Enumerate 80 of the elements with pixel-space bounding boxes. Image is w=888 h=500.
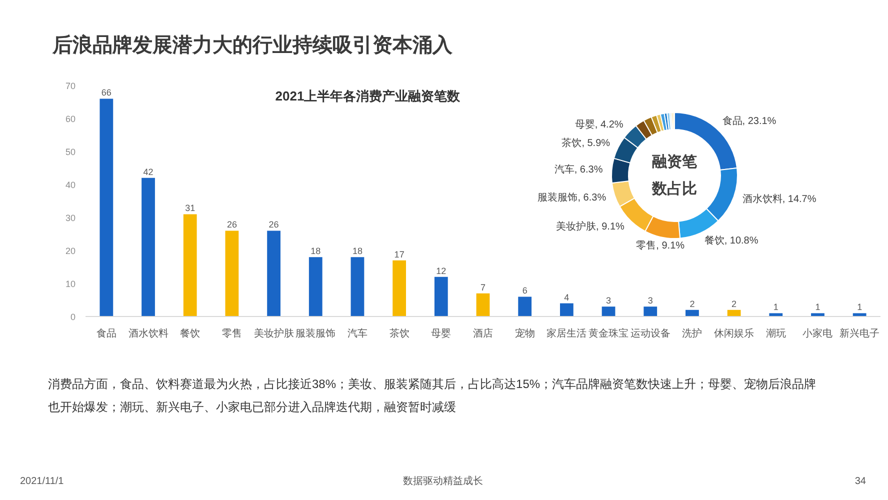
data-label: 66	[101, 88, 112, 98]
x-tick-label: 洗护	[682, 328, 702, 340]
slice-label: 食品, 23.1%	[722, 115, 776, 128]
bar	[434, 276, 448, 316]
y-tick-label: 0	[70, 312, 76, 322]
chart-subtitle: 2021上半年各消费产业融资笔数	[275, 88, 462, 104]
data-label: 31	[185, 203, 196, 214]
data-label: 42	[143, 166, 154, 177]
data-label: 1	[857, 302, 862, 312]
x-tick-label: 新兴电子	[840, 328, 880, 340]
x-tick-label: 酒水饮料	[128, 328, 168, 340]
x-tick-label: 小家电	[802, 328, 833, 340]
text: 34	[854, 475, 866, 489]
y-tick-label: 50	[65, 147, 76, 157]
y-tick-label: 40	[65, 180, 76, 190]
x-tick-label: 服装服饰	[296, 328, 336, 340]
y-tick-label: 70	[65, 81, 76, 91]
bar	[644, 306, 658, 316]
data-label: 12	[436, 266, 446, 276]
bar	[100, 98, 114, 316]
x-tick-label: 宠物	[514, 328, 535, 340]
y-tick-label: 60	[65, 114, 76, 124]
x-tick-label: 汽车	[347, 328, 368, 340]
slice-label: 餐饮, 10.8%	[704, 234, 758, 247]
y-tick-label: 20	[65, 246, 76, 256]
y-tick-label: 30	[65, 213, 76, 223]
data-label: 2	[690, 298, 695, 309]
slice-label: 茶饮, 5.9%	[562, 136, 610, 149]
x-tick-label: 运动设备	[630, 328, 670, 340]
slice-label: 汽车, 6.3%	[554, 163, 603, 176]
x-tick-label: 母婴	[431, 328, 452, 340]
x-tick-label: 美妆护肤	[254, 328, 294, 340]
bar	[560, 303, 574, 316]
x-tick-label: 零售	[222, 328, 242, 340]
y-tick-label: 10	[65, 279, 76, 289]
bar	[308, 257, 322, 316]
bar	[518, 296, 532, 316]
x-tick-label: 家居生活	[546, 328, 587, 340]
data-label: 26	[268, 220, 279, 230]
bar	[183, 214, 197, 316]
data-label: 3	[648, 296, 653, 306]
data-label: 1	[815, 302, 820, 312]
slice-label: 服装服饰, 6.3%	[538, 191, 606, 204]
bar	[769, 313, 783, 316]
data-label: 18	[310, 246, 321, 256]
bar	[686, 310, 699, 316]
x-tick-label: 酒店	[473, 328, 493, 340]
text: 数据驱动精益成长	[403, 475, 483, 489]
data-label: 17	[394, 249, 404, 260]
text: 融资笔数占比	[651, 153, 698, 198]
data-label: 6	[522, 286, 528, 296]
bar	[142, 178, 155, 316]
text: 2021/11/1	[20, 475, 64, 489]
bar	[602, 306, 616, 316]
x-tick-label: 餐饮	[180, 328, 200, 340]
data-label: 2	[732, 298, 737, 309]
bar	[350, 257, 364, 316]
data-label: 7	[480, 282, 486, 292]
data-label: 26	[226, 220, 237, 230]
chart-title: 后浪品牌发展潜力大的行业持续吸引资本涌入	[52, 34, 454, 56]
data-label: 3	[606, 296, 612, 306]
x-tick-label: 茶饮	[389, 328, 410, 340]
bar	[267, 230, 280, 316]
slice-label: 美妆护肤, 9.1%	[556, 220, 625, 233]
x-tick-label: 潮玩	[766, 328, 786, 340]
bar	[811, 313, 824, 316]
x-tick-label: 休闲娱乐	[714, 328, 754, 340]
bar	[476, 293, 490, 316]
x-tick-label: 黄金珠宝	[588, 328, 629, 340]
slice-label: 零售, 9.1%	[636, 240, 685, 252]
data-label: 1	[773, 302, 778, 312]
slice-label: 母婴, 4.2%	[574, 118, 624, 130]
x-tick-label: 食品	[96, 328, 116, 340]
data-label: 18	[352, 246, 362, 256]
slice-label: 酒水饮料, 14.7%	[742, 193, 816, 206]
bar	[225, 230, 239, 316]
bar	[852, 313, 866, 316]
text: 消费品方面，食品、饮料赛道最为火热，占比接近38%；美妆、服装紧随其后，占比高达15%；汽车品牌融资笔数快速上升；母婴、宠物后浪品牌也开始爆发；潮玩、新兴电子、小家电已部分进入品牌迭代期，融资暂时减缓	[48, 376, 818, 416]
bar	[392, 260, 406, 316]
data-label: 4	[564, 292, 570, 302]
